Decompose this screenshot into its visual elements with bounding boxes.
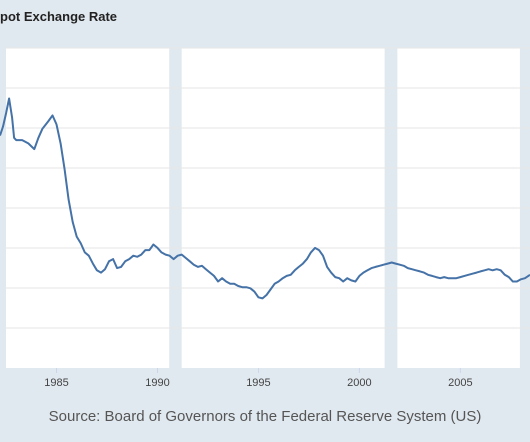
x-tick-label: 1995 — [246, 377, 270, 389]
series-line — [0, 97, 530, 300]
chart-title: pot Exchange Rate — [0, 9, 118, 24]
x-tick-label: 2000 — [347, 377, 371, 389]
x-tick-label: 2005 — [448, 377, 472, 389]
source-caption: Source: Board of Governors of the Federa… — [48, 408, 482, 425]
x-tick-label: 1990 — [145, 377, 169, 389]
x-tick-label: 1985 — [44, 377, 68, 389]
